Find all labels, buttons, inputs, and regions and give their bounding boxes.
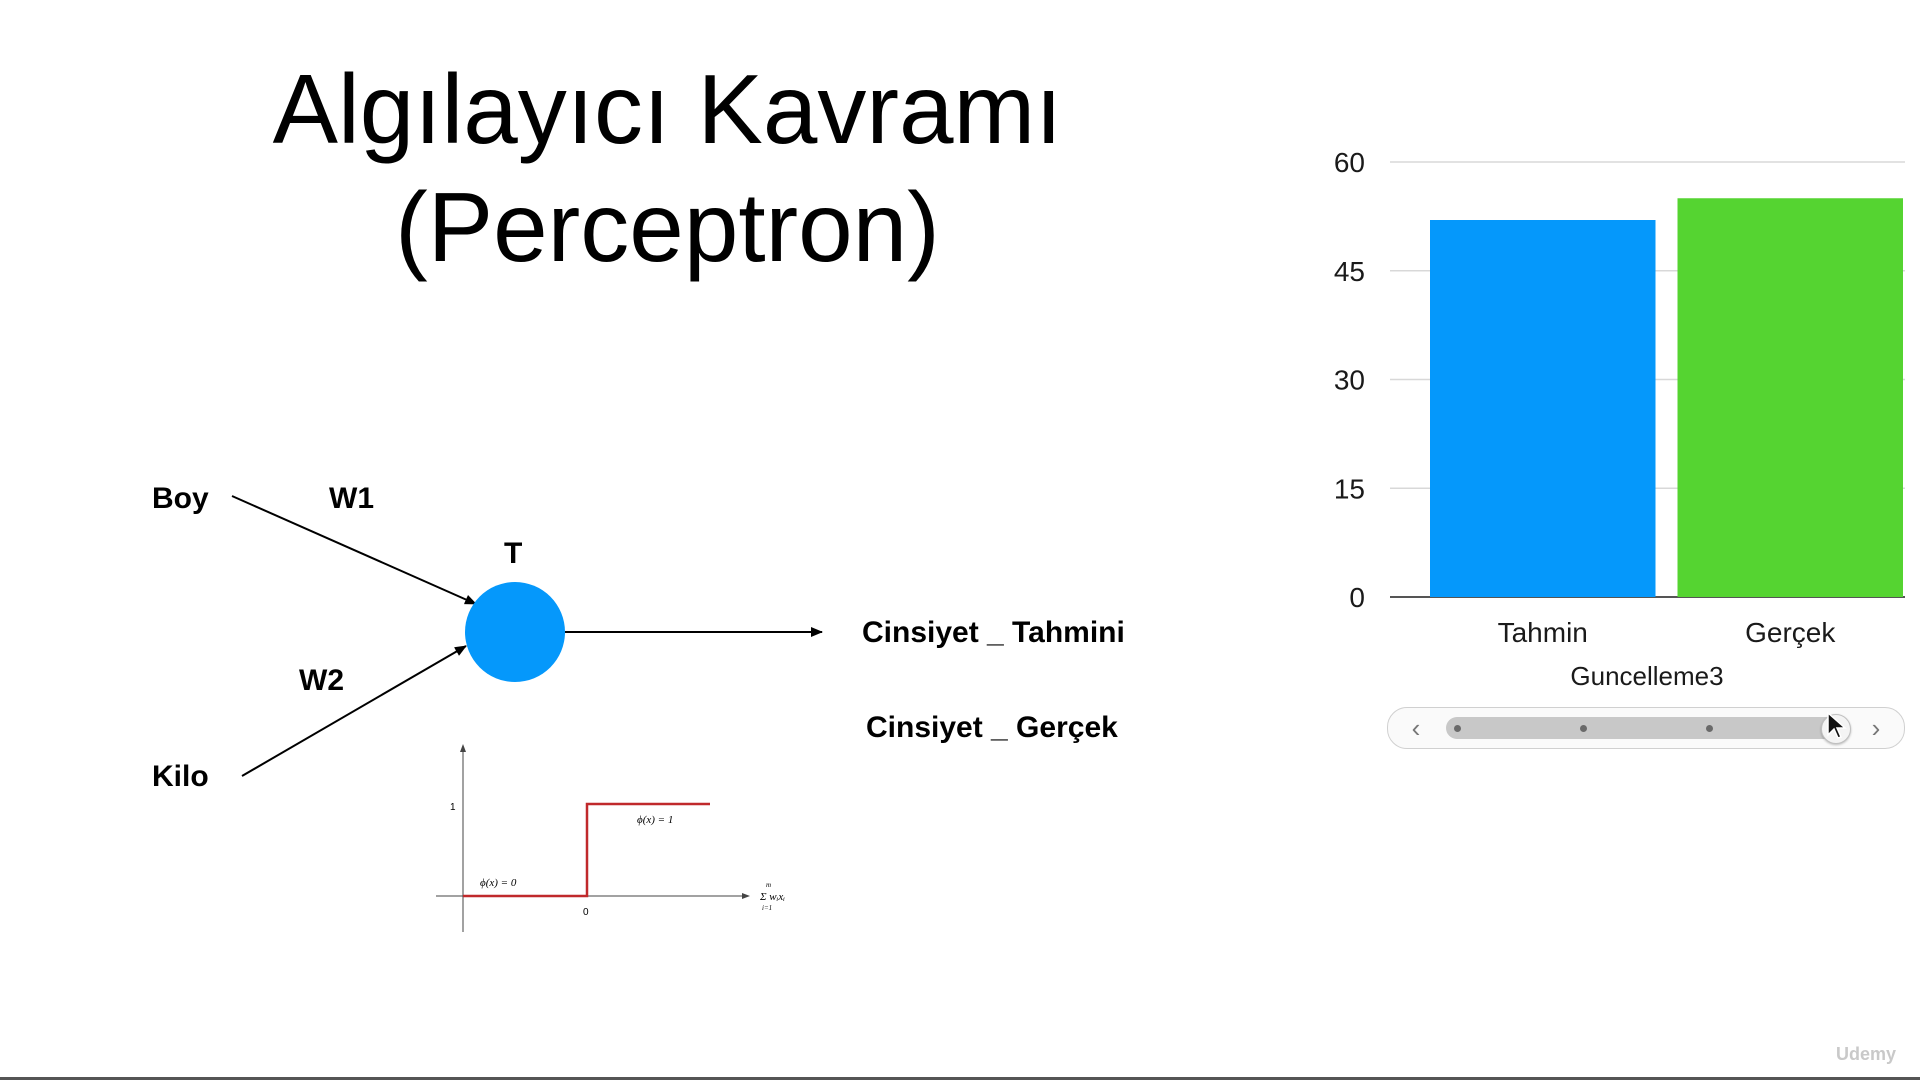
boy-input-arrow <box>231 495 477 605</box>
input-kilo-label: Kilo <box>152 760 209 793</box>
step-plot-y-tick: 1 <box>450 802 456 813</box>
chart-y-tick-label: 60 <box>1334 147 1365 178</box>
step-function-plot: 1 0 ϕ(x) = 0 ϕ(x) = 1 m Σ wᵢxᵢ i=1 <box>436 744 785 932</box>
chart-x-tick-label: Gerçek <box>1745 617 1836 648</box>
scrubber-step-dot[interactable] <box>1579 725 1587 732</box>
step-plot-sum-upper: m <box>766 881 771 889</box>
chevron-left-icon[interactable]: ‹ <box>1411 712 1421 743</box>
step-plot-label-low: ϕ(x) = 0 <box>480 877 517 889</box>
chevron-right-icon[interactable]: › <box>1871 712 1881 743</box>
chart-x-tick-label: Tahmin <box>1498 617 1588 648</box>
perceptron-diagram: 1 0 ϕ(x) = 0 ϕ(x) = 1 m Σ wᵢxᵢ i=1 <box>231 495 823 932</box>
weight-w1-label: W1 <box>329 482 374 515</box>
chart-y-tick-label: 15 <box>1334 473 1365 504</box>
chart-bar-gercek <box>1677 198 1903 597</box>
output-prediction-label: Cinsiyet _ Tahmini <box>862 616 1125 649</box>
chart-y-tick-label: 45 <box>1334 256 1365 287</box>
title-line-1: Algılayıcı Kavramı <box>272 54 1063 164</box>
bar-chart: 0 15 30 45 60 Tahmin Gerçek Guncelleme3 <box>1334 147 1905 691</box>
step-plot-x-axis-arrow <box>742 893 750 899</box>
udemy-watermark: Udemy <box>1836 1044 1897 1064</box>
bottom-divider <box>0 1077 1920 1080</box>
chart-y-tick-label: 0 <box>1349 582 1365 613</box>
chart-x-axis-label: Guncelleme3 <box>1570 661 1723 691</box>
scrubber-step-dot[interactable] <box>1453 725 1461 732</box>
chart-bars <box>1430 198 1903 597</box>
step-plot-axis-sum: Σ wᵢxᵢ <box>759 891 785 903</box>
chart-y-ticks: 0 15 30 45 60 <box>1334 147 1365 613</box>
weight-w2-label: W2 <box>299 664 344 697</box>
title-line-2: (Perceptron) <box>395 172 940 282</box>
step-plot-x-tick: 0 <box>583 907 589 918</box>
step-plot-y-axis-arrow <box>460 744 466 752</box>
scrubber-step-dot[interactable] <box>1705 725 1713 732</box>
output-actual-label: Cinsiyet _ Gerçek <box>866 711 1118 744</box>
kilo-input-arrow <box>241 645 467 777</box>
step-plot-label-high: ϕ(x) = 1 <box>637 814 673 826</box>
chart-scrubber[interactable]: ‹ › <box>1387 707 1905 749</box>
neuron-threshold-label: T <box>504 537 523 570</box>
neuron-node <box>465 582 565 682</box>
chart-bar-tahmin <box>1430 220 1656 597</box>
chart-y-tick-label: 30 <box>1334 365 1365 396</box>
chart-x-ticks: Tahmin Gerçek <box>1498 617 1837 648</box>
mouse-pointer-icon <box>1827 711 1847 739</box>
scrubber-track[interactable] <box>1446 714 1851 744</box>
input-boy-label: Boy <box>152 482 209 515</box>
step-function-line <box>463 802 710 898</box>
step-plot-sum-lower: i=1 <box>762 904 772 912</box>
slide-title: Algılayıcı Kavramı (Perceptron) <box>150 50 1185 286</box>
